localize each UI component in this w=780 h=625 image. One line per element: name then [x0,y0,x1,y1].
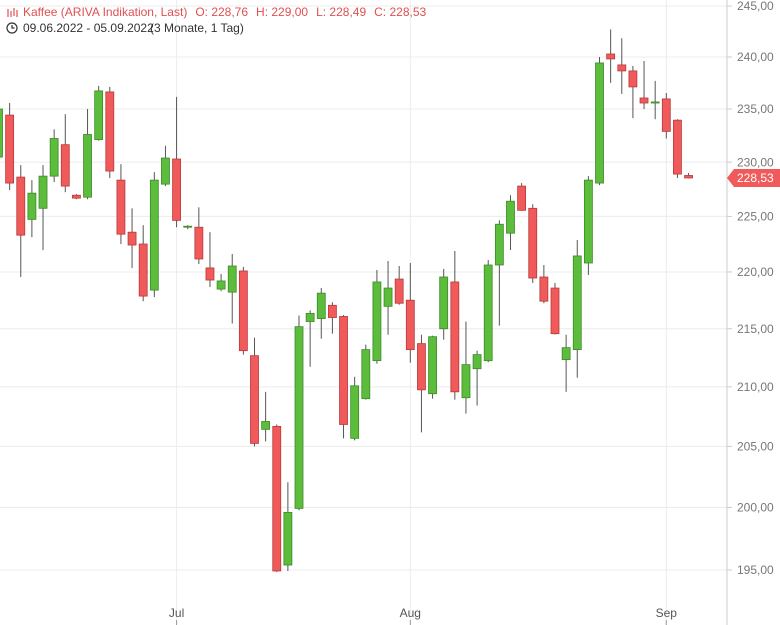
candle-body [194,226,204,260]
candle-body [595,62,604,184]
y-tick-label: 230,00 [737,155,774,169]
y-tick-label: 215,00 [737,322,774,336]
y-tick-label: 200,00 [737,501,774,515]
candle-body [105,91,115,172]
candle-body [383,287,393,307]
y-tick-label: 225,00 [737,210,774,224]
candle-body [617,64,627,72]
candle-body [316,292,326,319]
y-tick-label: 235,00 [737,102,774,116]
candle-body [650,101,660,104]
candle-body [428,336,437,395]
candle-body [439,276,449,330]
candle-body [283,511,293,566]
candle-body [60,144,70,187]
chart-title: Kaffee (ARIVA Indikation, Last) [23,5,187,19]
candle-body [361,349,371,400]
candle-body [138,243,148,297]
candle-body [294,326,304,509]
candle-body [94,90,104,140]
candle-body [127,231,137,246]
candle-body [528,207,538,279]
candle-body [550,287,560,335]
x-tick-label: Jul [169,606,184,620]
y-tick-label: 210,00 [737,380,774,394]
candle-body [227,265,237,293]
y-tick-label: 205,00 [737,440,774,454]
candle-body [72,194,81,199]
candle-body [606,53,616,60]
y-tick-label: 195,00 [737,563,774,577]
candle-body [661,98,671,132]
candle-body [261,421,271,430]
candle-body [149,179,159,291]
candle-body [216,280,226,290]
period: (3 Monate, 1 Tag) [150,21,244,35]
candle-body [250,355,259,444]
y-tick-label: 220,00 [737,265,774,279]
last-price-tag [727,168,780,187]
candle-body [0,108,3,158]
candle-body [639,97,649,104]
chart-icon [7,8,18,17]
candle-body [5,114,15,184]
candle-body [183,225,193,228]
candle-body [305,312,315,322]
candle-body [83,134,92,198]
candle-body [483,264,493,362]
candle-body [16,176,26,236]
candle-body [49,138,59,177]
header: Kaffee (ARIVA Indikation, Last) O: 228,7… [6,5,427,35]
candle-body [339,316,348,425]
candle-body [238,270,248,352]
legend-value: L: 228,49 [316,5,366,19]
candle-body [583,179,593,264]
candle-body [506,200,515,234]
candle-body [116,179,126,235]
candle-body [450,281,460,393]
candle-body [572,255,582,351]
y-tick-label: 245,00 [737,0,774,13]
legend-value: H: 229,00 [256,5,308,19]
candle-body [27,192,37,220]
candle-body [461,364,471,399]
candle-body [272,425,282,572]
legend-value: C: 228,53 [374,5,426,19]
date-range: 09.06.2022 - 05.09.2022 [23,21,154,35]
candle-body [38,175,48,209]
last-price-label: 228,53 [737,171,774,185]
x-tick-label: Aug [400,606,421,620]
clock-hand [11,25,15,29]
candle-body [539,276,549,302]
candle-body [350,385,360,439]
x-tick-label: Sep [656,606,678,620]
candle-body [405,299,415,351]
candle-body [394,278,404,304]
candle-body [684,175,693,179]
candle-body [494,223,504,266]
candle-body [205,267,215,281]
candle-body [161,157,170,185]
candle-body [673,119,682,175]
candle-body [417,343,426,391]
clock-icon [6,22,18,34]
candle-body [327,304,337,318]
legend-value: O: 228,76 [195,5,248,19]
y-tick-label: 240,00 [737,50,774,64]
candle-body [561,347,571,361]
candle-body [517,185,527,211]
candle-body [472,354,482,370]
candle-body [628,70,638,88]
candle-body [172,158,181,221]
candle-body [372,281,382,362]
candles [0,29,693,572]
